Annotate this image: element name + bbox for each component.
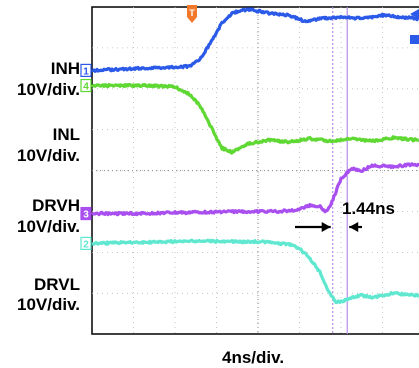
series-name-inl: INL xyxy=(52,125,80,144)
delay-annotation: 1.44ns xyxy=(342,199,395,218)
series-inl-trace xyxy=(90,83,419,155)
channel-marker-inl: 4 xyxy=(80,78,92,93)
channel-marker-inh: 1 xyxy=(80,63,92,77)
series-scale-drvl: 10V/div. xyxy=(17,295,80,314)
level-arrow-shape xyxy=(410,9,419,19)
trigger-marker-shape xyxy=(187,5,197,23)
channel-markers: 1 4 3 2 T xyxy=(80,5,419,251)
series-drvl-trace xyxy=(91,238,419,305)
arrow-right-head xyxy=(349,222,359,232)
series-name-inh: INH xyxy=(50,59,80,78)
series-drvh-trace xyxy=(91,162,419,217)
series-scale-drvh: 10V/div. xyxy=(17,217,80,236)
series-inh-trace xyxy=(91,7,419,73)
graticule xyxy=(91,6,419,335)
series-name-drvh: DRVH xyxy=(32,196,80,215)
series-scale-inh: 10V/div. xyxy=(17,80,80,99)
channel-marker-number: 4 xyxy=(83,82,89,93)
channel-marker-box xyxy=(80,206,92,221)
arrow-left-head xyxy=(321,222,331,232)
channel-marker-box xyxy=(80,236,92,251)
level-arrow-right xyxy=(410,9,419,44)
level-arrow-box xyxy=(410,35,419,44)
channel-marker-number: 1 xyxy=(83,66,89,77)
channel-marker-number: 3 xyxy=(83,210,89,221)
series-name-drvl: DRVL xyxy=(34,275,80,294)
trigger-marker-label: T xyxy=(189,8,195,18)
plot-frame xyxy=(91,6,419,335)
channel-marker-box xyxy=(80,63,92,77)
channel-marker-drvl: 2 xyxy=(80,236,92,251)
trigger-marker: T xyxy=(187,5,197,23)
x-axis-label: 4ns/div. xyxy=(222,348,285,367)
annotations: 1.44ns xyxy=(295,199,395,232)
channel-marker-box xyxy=(80,78,92,93)
channel-marker-drvh: 3 xyxy=(80,206,92,221)
waveforms xyxy=(90,7,419,305)
series-scale-inl: 10V/div. xyxy=(17,146,80,165)
channel-marker-number: 2 xyxy=(83,239,89,250)
